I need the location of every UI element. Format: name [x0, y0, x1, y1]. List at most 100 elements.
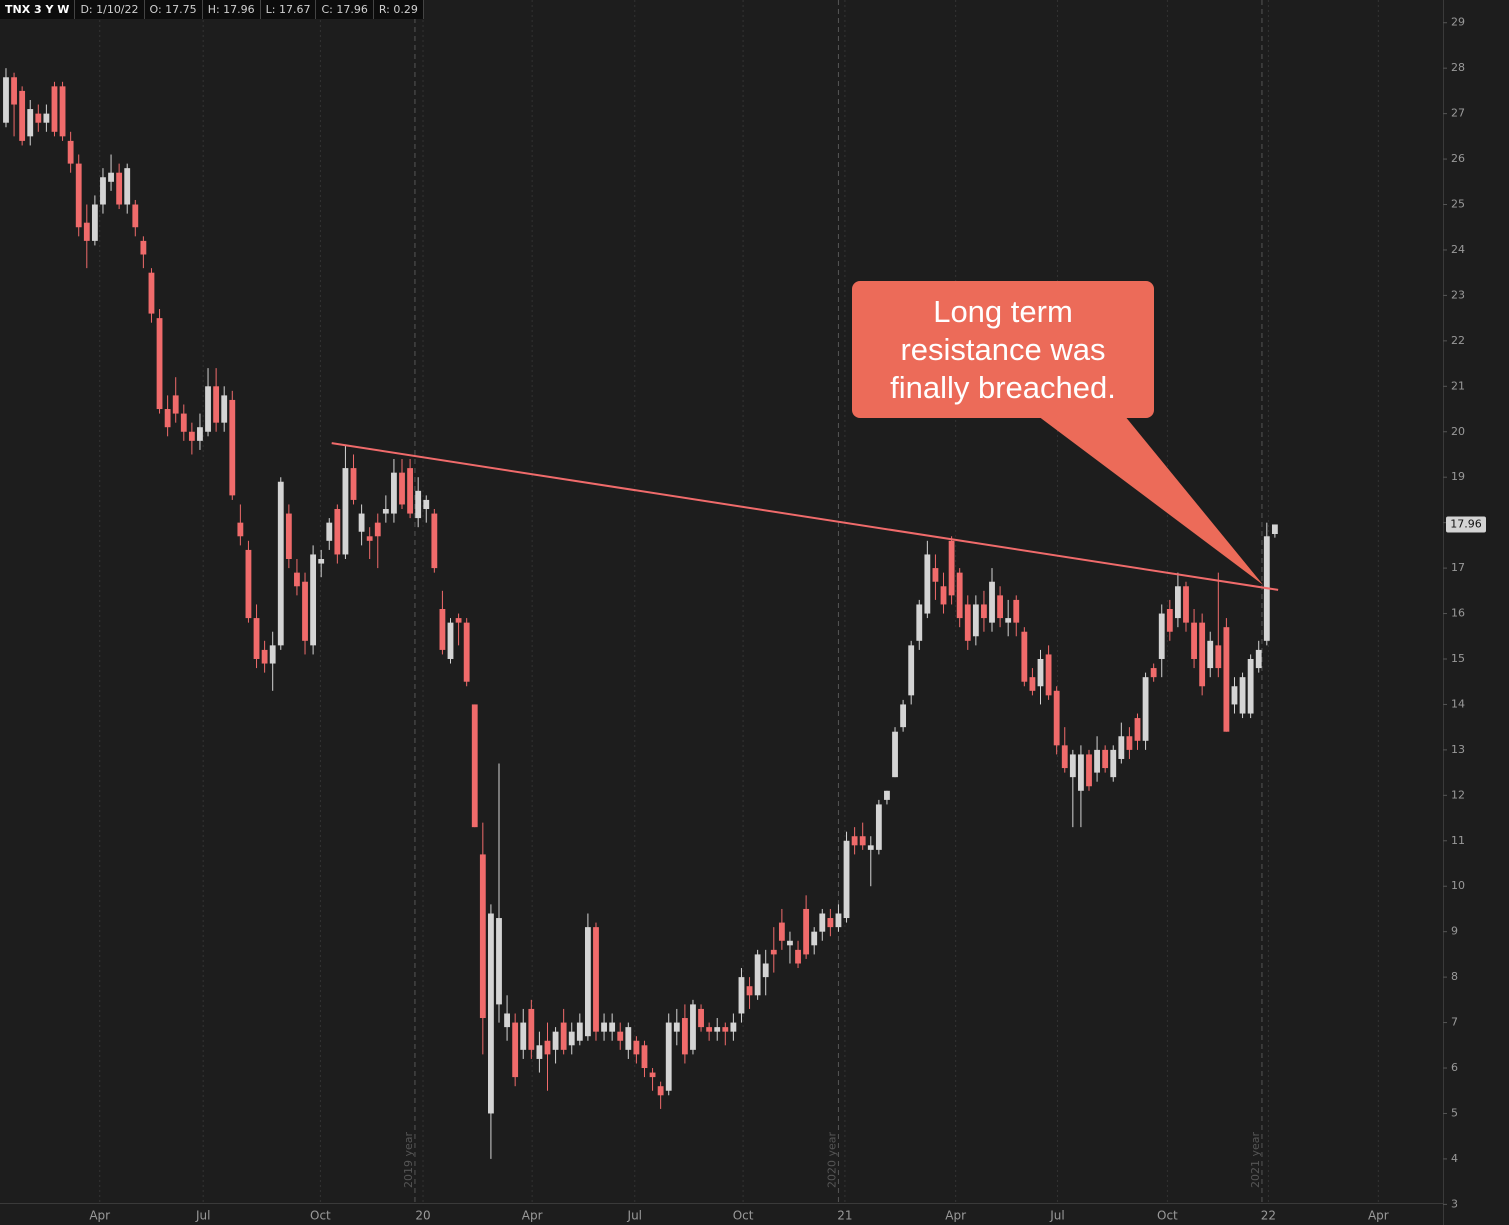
header-item: O: 17.75 — [144, 0, 203, 19]
candle-body — [964, 604, 971, 641]
candle-body — [1231, 686, 1238, 705]
candle-body — [172, 395, 179, 414]
candle-body — [253, 618, 260, 659]
candle-body — [1069, 754, 1076, 778]
candle-body — [3, 77, 9, 123]
candle-body — [294, 572, 300, 587]
candle-body — [399, 472, 405, 505]
candle-body — [1191, 622, 1197, 659]
candle-body — [787, 940, 793, 946]
candle-body — [310, 554, 317, 646]
candle-body — [496, 918, 502, 1005]
y-tick-label: 16 — [1451, 607, 1465, 620]
candle-body — [245, 549, 252, 619]
candle-body — [835, 913, 842, 928]
candle-body — [1134, 718, 1141, 741]
y-tick-label: 28 — [1451, 61, 1465, 74]
x-tick-label: Jul — [627, 1209, 642, 1223]
candle-body — [795, 949, 801, 964]
candle-body — [415, 490, 422, 519]
candle-body — [940, 586, 947, 605]
candle-body — [625, 1027, 632, 1050]
candle-body — [277, 481, 284, 646]
year-label: 2020 year — [825, 1131, 838, 1188]
candle-body — [1199, 622, 1206, 687]
candle-body — [382, 509, 389, 514]
x-tick-label: Oct — [1157, 1209, 1178, 1223]
candle-body — [488, 913, 494, 1114]
candle-body — [423, 499, 430, 510]
candle-body — [67, 140, 74, 164]
candle-body — [1166, 608, 1173, 632]
callout-box — [852, 281, 1154, 418]
candle-body — [1183, 586, 1189, 623]
candle-body — [924, 554, 931, 614]
last-price-box — [1446, 516, 1486, 533]
candle-body — [1021, 631, 1028, 682]
candle-body — [334, 509, 341, 555]
candle-body — [318, 559, 325, 564]
candle-body — [932, 568, 939, 582]
candle-body — [1053, 690, 1060, 746]
y-tick-label: 26 — [1451, 152, 1465, 165]
callout: Long term resistance was finally breache… — [852, 281, 1154, 418]
candle-body — [326, 522, 333, 541]
candle-body — [1247, 658, 1254, 714]
y-tick-label: 4 — [1451, 1152, 1458, 1165]
candle-body — [302, 581, 308, 641]
candle-body — [803, 908, 810, 955]
candle-body — [908, 645, 915, 696]
candle-body — [407, 468, 414, 514]
candle-body — [633, 1040, 640, 1055]
candle-body — [342, 468, 349, 555]
y-tick-label: 22 — [1451, 334, 1465, 347]
candle-body — [714, 1027, 721, 1032]
x-tick-label: Oct — [733, 1209, 754, 1223]
y-tick-label: 23 — [1451, 288, 1465, 301]
y-tick-label: 24 — [1451, 243, 1465, 256]
candle-body — [956, 572, 963, 619]
x-tick-label: Jul — [1049, 1209, 1064, 1223]
axis-panel — [1443, 0, 1509, 1225]
candle-body — [706, 1027, 713, 1032]
candle-body — [1102, 749, 1109, 769]
candle-body — [83, 222, 90, 241]
y-tick-label: 5 — [1451, 1106, 1458, 1119]
candle-body — [617, 1031, 624, 1041]
candle-body — [19, 90, 26, 141]
candle-body — [447, 622, 454, 659]
year-label: 2019 year — [402, 1131, 415, 1188]
candle-body — [1239, 677, 1246, 714]
header-item: R: 0.29 — [373, 0, 424, 19]
candle-body — [948, 540, 955, 596]
candle-body — [164, 409, 171, 428]
candle-body — [681, 1018, 688, 1055]
candle-body — [544, 1040, 551, 1055]
candle-body — [59, 86, 66, 137]
candle-body — [811, 931, 818, 946]
x-tick-label: Apr — [89, 1209, 110, 1223]
candle-body — [1126, 736, 1133, 750]
candle-body — [536, 1045, 543, 1059]
candle-body — [11, 77, 17, 105]
candle-body — [213, 386, 220, 423]
y-tick-label: 10 — [1451, 879, 1465, 892]
candle-body — [100, 177, 106, 205]
header-item: D: 1/10/22 — [75, 0, 145, 19]
x-tick-label: Apr — [1368, 1209, 1389, 1223]
candle-body — [972, 604, 979, 637]
candle-body — [91, 204, 98, 241]
candle-body — [479, 854, 486, 1019]
candle-body — [601, 1022, 607, 1032]
candle-body — [205, 386, 211, 432]
candle-body — [859, 836, 866, 846]
candle-body — [132, 204, 139, 228]
candle-body — [649, 1072, 656, 1078]
candle-body — [439, 608, 446, 650]
candle-body — [27, 109, 34, 137]
candle-body — [884, 790, 890, 800]
symbol[interactable]: TNX 3 Y W — [0, 0, 76, 19]
candle-body — [1094, 749, 1100, 773]
candle-body — [261, 649, 268, 664]
